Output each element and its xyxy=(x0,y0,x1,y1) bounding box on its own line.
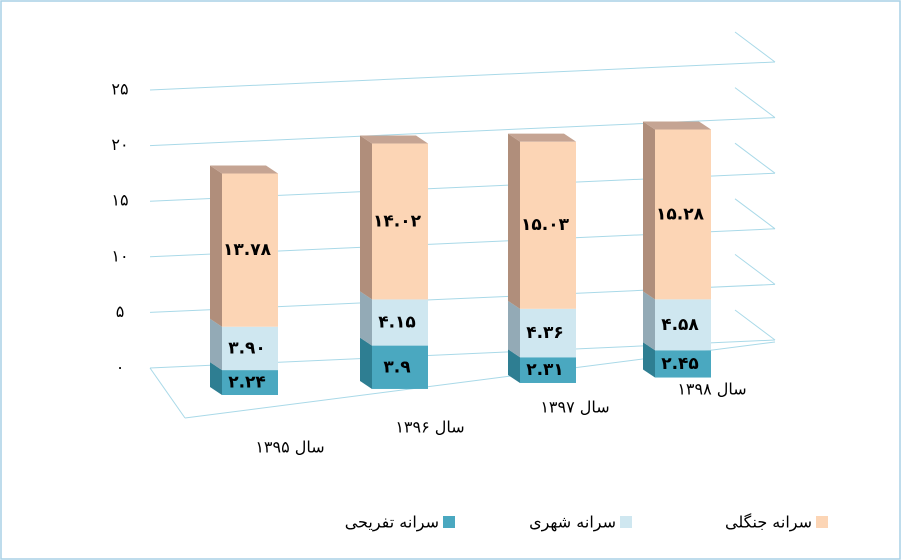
data-label: ۱۳.۷۸ xyxy=(223,240,272,260)
bar xyxy=(520,357,576,383)
bar-side xyxy=(210,318,222,371)
bar xyxy=(372,345,428,389)
x-tick-label: سال ۱۳۹۶ xyxy=(395,418,464,437)
bar-top xyxy=(360,135,428,144)
data-label: ۳.۹ xyxy=(383,357,411,377)
y-tick-label: ۵ xyxy=(116,302,125,321)
grid-line xyxy=(149,61,776,91)
bar-side xyxy=(508,349,520,383)
data-label: ۲.۴۵ xyxy=(661,354,699,374)
bar-top xyxy=(210,165,278,174)
bar-side xyxy=(643,121,655,300)
bar-side xyxy=(210,362,222,395)
data-label: ۲.۲۴ xyxy=(228,373,266,393)
data-label: ۴.۳۶ xyxy=(526,323,564,343)
bar-side xyxy=(643,342,655,378)
data-label: ۲.۳۱ xyxy=(526,360,564,380)
grid-line xyxy=(734,142,776,174)
floor-edge xyxy=(149,367,186,419)
bar xyxy=(222,326,278,371)
legend-swatch xyxy=(443,516,455,528)
data-label: ۴.۵۸ xyxy=(661,315,699,335)
bar xyxy=(222,370,278,395)
bar-side xyxy=(210,165,222,327)
y-tick-label: ۲۰ xyxy=(111,135,128,154)
grid-line xyxy=(734,31,776,63)
grid-line xyxy=(734,309,776,341)
bar xyxy=(655,129,711,300)
bar xyxy=(655,299,711,351)
bar-side xyxy=(508,300,520,358)
bar xyxy=(222,173,278,327)
data-label: ۱۴.۰۲ xyxy=(373,211,422,231)
legend-label: سرانه تفریحی xyxy=(345,513,439,533)
grid-line xyxy=(734,198,776,230)
bar xyxy=(372,143,428,300)
bar-top xyxy=(508,133,576,142)
bar-side xyxy=(360,291,372,346)
data-label: ۳.۹۰ xyxy=(228,338,266,358)
x-tick-label: سال ۱۳۹۵ xyxy=(255,438,324,457)
data-label: ۴.۱۵ xyxy=(378,313,416,333)
bar xyxy=(655,350,711,378)
y-tick-label: ۱۰ xyxy=(111,246,128,265)
bar xyxy=(520,308,576,358)
y-tick-label: ۲۵ xyxy=(111,80,128,99)
grid-line xyxy=(734,253,776,285)
legend-label: سرانه شهری xyxy=(529,513,616,533)
bar-side xyxy=(360,135,372,300)
legend-swatch xyxy=(816,516,828,528)
data-label: ۱۵.۰۳ xyxy=(521,215,570,235)
data-label: ۱۵.۲۸ xyxy=(656,204,705,224)
y-tick-label: ۱۵ xyxy=(111,191,128,210)
bar-side xyxy=(508,133,520,309)
legend-swatch xyxy=(620,516,632,528)
bar xyxy=(520,141,576,309)
x-tick-label: سال ۱۳۹۷ xyxy=(540,398,609,417)
y-tick-label: ۰ xyxy=(116,358,125,377)
bar-side xyxy=(360,337,372,389)
bar xyxy=(372,299,428,346)
bar-side xyxy=(643,291,655,351)
grid-line xyxy=(734,87,776,118)
legend-label: سرانه جنگلی xyxy=(725,513,812,533)
bar-top xyxy=(643,121,711,130)
x-tick-label: سال ۱۳۹۸ xyxy=(677,380,746,399)
